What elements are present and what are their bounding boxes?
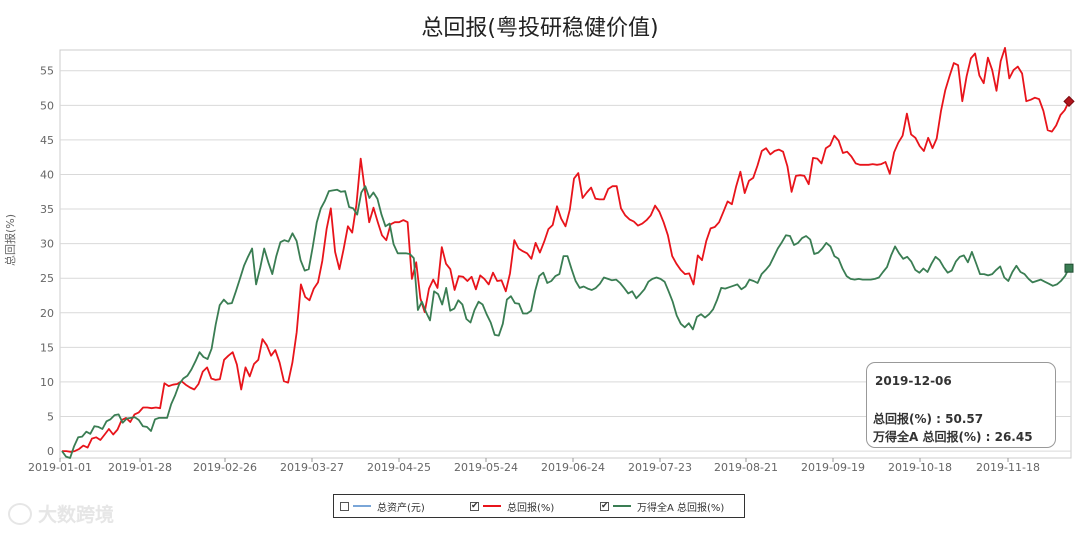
legend-item-total-assets[interactable]: 总资产(元) [340,499,470,514]
x-tick-label: 2019-11-18 [976,461,1040,474]
x-tick-label: 2019-02-26 [193,461,257,474]
x-tick-label: 2019-01-01 [28,461,92,474]
x-tick-label: 2019-06-24 [541,461,605,474]
legend-swatch-wind-a-return [613,505,631,507]
tooltip-total-return: 总回报(%) : 50.57 [873,412,984,426]
series-end-marker [1063,95,1075,108]
series-lines [61,47,1075,459]
legend-swatch-total-assets [353,505,371,507]
y-tick-label: 20 [40,307,54,320]
data-tooltip: 2019-12-06 总回报(%) : 50.57 万得全A 总回报(%) : … [866,362,1056,448]
chart-title: 总回报(粤投研稳健价值) [421,16,658,41]
y-tick-label: 45 [40,134,54,147]
y-tick-label: 40 [40,168,54,181]
x-tick-label: 2019-08-21 [714,461,778,474]
plot-area-frame [59,49,1072,459]
x-tick-labels: 2019-01-01 2019-01-28 2019-02-26 2019-03-27… [28,458,1040,474]
y-tick-label: 10 [40,376,54,389]
tooltip-wind-a-return: 万得全A 总回报(%) : 26.45 [873,430,1033,444]
series-end-marker [1064,263,1074,273]
legend-checkbox-total-return[interactable]: ✔ [470,500,479,511]
x-tick-label: 2019-04-25 [367,461,431,474]
watermark-text: 大数跨境 [38,504,115,526]
y-tick-label: 15 [40,341,54,354]
legend-label-wind-a-return: 万得全A 总回报(%) [637,502,725,514]
legend-label-total-assets: 总资产(元) [377,502,425,514]
x-tick-label: 2019-01-28 [108,461,172,474]
series-line-0 [62,47,1070,453]
y-tick-label: 5 [47,411,54,424]
y-tick-label: 25 [40,272,54,285]
tooltip-date: 2019-12-06 [875,374,952,388]
y-axis-label: 总回报(%) [3,214,17,266]
legend-label-total-return: 总回报(%) [507,502,555,514]
legend-checkbox-total-assets[interactable] [340,501,349,511]
y-tick-label: 0 [47,445,54,458]
legend-swatch-total-return [483,505,501,507]
legend-item-wind-a-return[interactable]: ✔ 万得全A 总回报(%) [600,499,740,514]
legend-item-total-return[interactable]: ✔ 总回报(%) [470,499,600,514]
x-tick-label: 2019-09-19 [801,461,865,474]
grid-lines [60,70,1071,452]
x-tick-label: 2019-03-27 [280,461,344,474]
y-tick-label: 35 [40,203,54,216]
watermark: 大数跨境 [8,500,114,527]
x-tick-label: 2019-07-23 [628,461,692,474]
y-tick-label: 50 [40,99,54,112]
legend-checkbox-wind-a-return[interactable]: ✔ [600,500,609,511]
y-tick-label: 55 [40,65,54,78]
x-tick-label: 2019-10-18 [888,461,952,474]
series-line-1 [61,185,1070,459]
y-tick-label: 30 [40,238,54,251]
y-tick-labels: 0 5 10 15 20 25 30 35 40 45 50 55 [40,65,54,458]
chart-legend: 总资产(元) ✔ 总回报(%) ✔ 万得全A 总回报(%) [333,494,745,518]
watermark-logo-icon [8,502,32,525]
x-tick-label: 2019-05-24 [454,461,518,474]
